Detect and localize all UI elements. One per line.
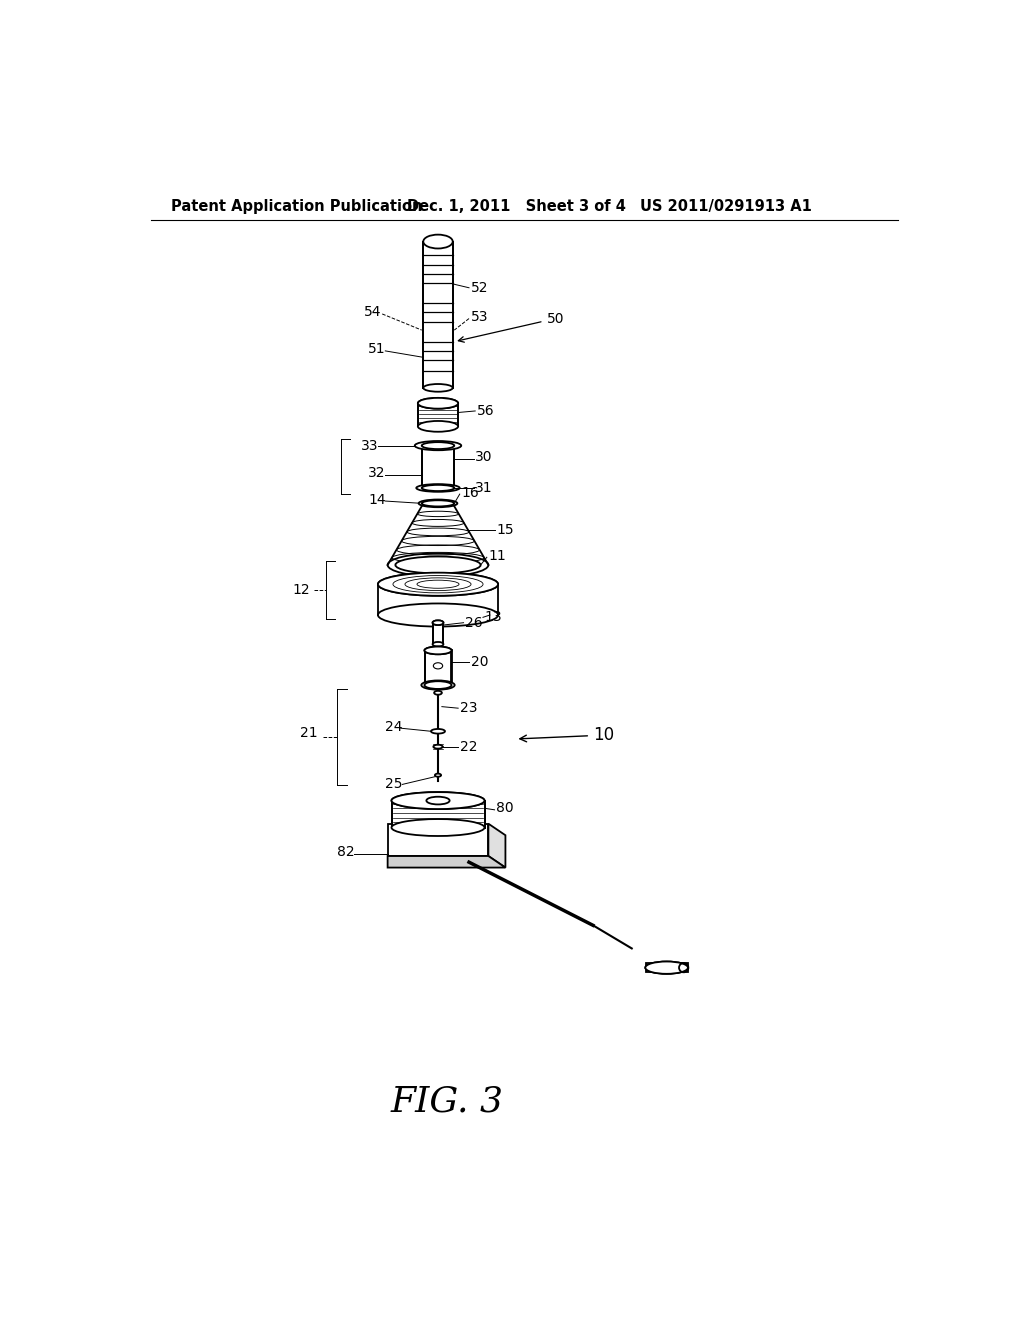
Ellipse shape [424,681,452,689]
Ellipse shape [432,620,443,626]
Text: 52: 52 [471,281,488,294]
Text: 12: 12 [293,583,310,597]
Text: 23: 23 [460,701,477,715]
Text: 80: 80 [496,801,514,816]
Text: 20: 20 [471,655,488,669]
Text: 11: 11 [488,549,506,562]
Ellipse shape [378,573,498,595]
Ellipse shape [423,235,453,248]
Ellipse shape [423,384,453,392]
Ellipse shape [391,792,484,809]
Ellipse shape [645,961,688,974]
Text: Dec. 1, 2011   Sheet 3 of 4: Dec. 1, 2011 Sheet 3 of 4 [407,199,626,214]
Text: Patent Application Publication: Patent Application Publication [171,199,422,214]
Text: 21: 21 [300,726,317,741]
Text: 13: 13 [484,610,502,623]
Bar [422,446,455,488]
Text: 25: 25 [385,777,402,792]
Text: 14: 14 [369,492,386,507]
Text: 30: 30 [475,450,493,465]
Bar [425,651,452,685]
Text: 54: 54 [365,305,382,319]
Text: 16: 16 [461,486,479,499]
Text: 15: 15 [496,523,514,537]
Ellipse shape [415,441,461,450]
Ellipse shape [418,397,458,409]
Ellipse shape [432,642,443,647]
Bar [391,800,484,828]
Bar [423,242,453,388]
Polygon shape [488,824,506,867]
Ellipse shape [421,681,455,689]
Text: FIG. 3: FIG. 3 [391,1085,504,1118]
Ellipse shape [395,557,480,573]
Ellipse shape [645,961,688,974]
Ellipse shape [422,484,455,491]
Bar [432,623,443,644]
Text: 50: 50 [459,312,564,342]
Bar [388,824,488,857]
Polygon shape [388,855,506,867]
Ellipse shape [434,690,442,694]
Text: 33: 33 [360,438,378,453]
Ellipse shape [653,964,688,973]
Ellipse shape [391,792,484,809]
Text: 82: 82 [337,845,355,859]
Ellipse shape [378,573,498,595]
Text: 56: 56 [477,404,495,418]
Text: 51: 51 [369,342,386,356]
Text: 31: 31 [475,480,493,495]
Text: 26: 26 [465,615,482,630]
Bar [646,964,688,973]
Text: US 2011/0291913 A1: US 2011/0291913 A1 [640,199,811,214]
Text: 22: 22 [460,739,477,754]
Text: 32: 32 [369,466,386,479]
Ellipse shape [422,442,455,449]
Ellipse shape [433,744,442,748]
Ellipse shape [424,647,452,655]
Ellipse shape [431,729,445,734]
Bar [418,404,458,426]
Ellipse shape [419,499,458,507]
Ellipse shape [388,553,488,577]
Text: 24: 24 [385,721,402,734]
Ellipse shape [435,774,441,776]
Text: 10: 10 [520,726,614,744]
Ellipse shape [378,603,498,627]
Text: 53: 53 [471,310,488,323]
Ellipse shape [391,818,484,836]
Ellipse shape [418,421,458,432]
Ellipse shape [418,397,458,409]
Ellipse shape [422,500,455,507]
Ellipse shape [432,620,443,626]
Ellipse shape [417,484,460,492]
Ellipse shape [424,647,452,655]
